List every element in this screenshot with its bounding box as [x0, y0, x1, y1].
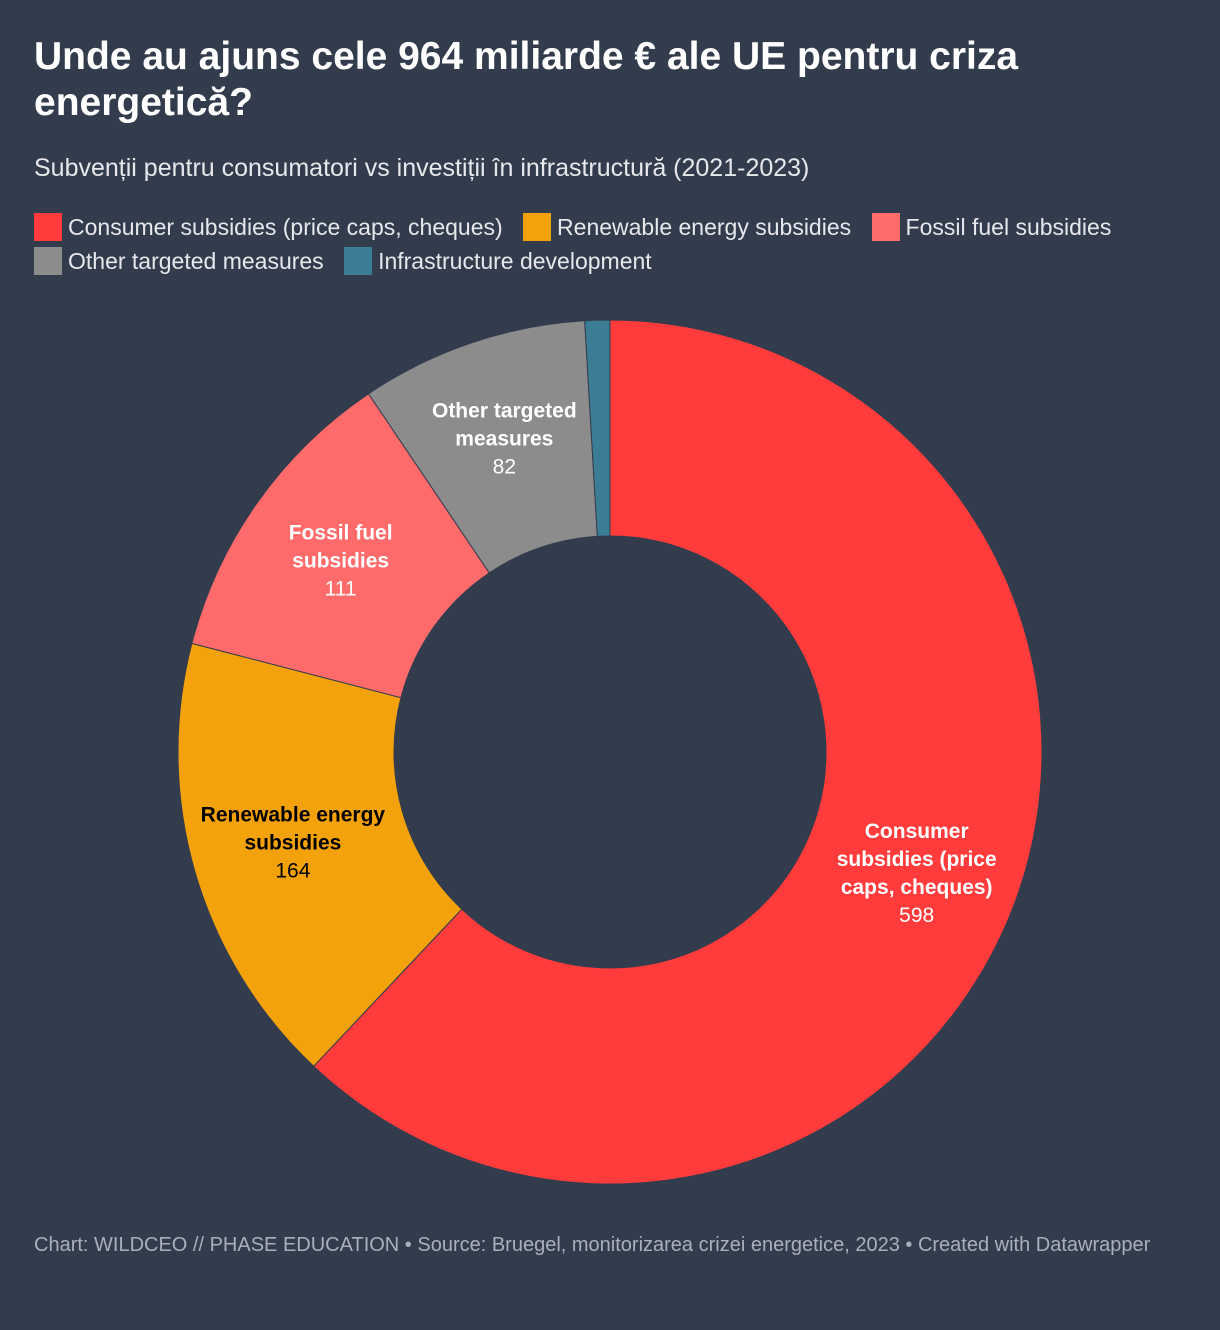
slice-value: 598: [899, 904, 934, 927]
donut-slice: [312, 319, 1043, 1185]
slice-label: Consumer subsidies (price caps, cheques): [837, 820, 997, 899]
donut-slice: [584, 319, 611, 537]
legend-item: Fossil fuel subsidies: [871, 213, 1112, 241]
slice-value: 82: [493, 455, 516, 478]
legend: Consumer subsidies (price caps, cheques)…: [34, 210, 1134, 278]
legend-item: Infrastructure development: [344, 247, 652, 275]
legend-swatch: [344, 247, 373, 275]
chart-footer: Chart: WILDCEO // PHASE EDUCATION • Sour…: [34, 1234, 1151, 1256]
legend-item: Consumer subsidies (price caps, cheques): [34, 213, 503, 241]
legend-label: Renewable energy subsidies: [557, 214, 852, 240]
legend-label: Consumer subsidies (price caps, cheques): [68, 214, 503, 240]
legend-swatch: [34, 213, 62, 241]
legend-item: Renewable energy subsidies: [523, 213, 852, 241]
donut-slice: [177, 642, 463, 1068]
slice-value: 164: [275, 859, 310, 882]
slice-value: 111: [325, 577, 357, 600]
legend-label: Infrastructure development: [378, 248, 652, 274]
chart-title: Unde au ajuns cele 964 miliarde € ale UE…: [34, 35, 1019, 124]
slice-label: Fossil fuel subsidies: [289, 521, 393, 572]
legend-swatch: [523, 213, 552, 241]
legend-label: Other targeted measures: [68, 248, 324, 274]
slice-label: Other targeted measures: [432, 399, 577, 450]
donut-chart: Consumer subsidies (price caps, cheques) 59…: [177, 319, 1043, 1185]
donut-slice: [191, 393, 490, 699]
legend-item: Other targeted measures: [34, 247, 324, 275]
chart-subtitle: Subvenții pentru consumatori vs investiț…: [34, 154, 810, 182]
legend-swatch: [34, 247, 62, 275]
legend-swatch: [871, 213, 900, 241]
legend-label: Fossil fuel subsidies: [905, 214, 1112, 240]
slice-label: Renewable energy subsidies: [201, 803, 386, 854]
